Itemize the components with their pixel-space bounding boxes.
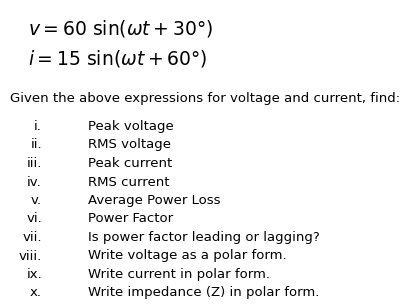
- Text: viii.: viii.: [19, 249, 42, 263]
- Text: Write voltage as a polar form.: Write voltage as a polar form.: [88, 249, 287, 263]
- Text: Is power factor leading or lagging?: Is power factor leading or lagging?: [88, 231, 320, 244]
- Text: ix.: ix.: [26, 268, 42, 281]
- Text: v.: v.: [31, 194, 42, 207]
- Text: i.: i.: [34, 120, 42, 133]
- Text: Average Power Loss: Average Power Loss: [88, 194, 220, 207]
- Text: iv.: iv.: [27, 176, 42, 188]
- Text: Peak voltage: Peak voltage: [88, 120, 174, 133]
- Text: $v = 60\ \sin(\omega t + 30°)$: $v = 60\ \sin(\omega t + 30°)$: [28, 18, 213, 39]
- Text: Write current in polar form.: Write current in polar form.: [88, 268, 270, 281]
- Text: Peak current: Peak current: [88, 157, 172, 170]
- Text: Given the above expressions for voltage and current, find:: Given the above expressions for voltage …: [10, 92, 400, 105]
- Text: x.: x.: [30, 286, 42, 300]
- Text: Power Factor: Power Factor: [88, 212, 173, 226]
- Text: vi.: vi.: [26, 212, 42, 226]
- Text: Write impedance (Z) in polar form.: Write impedance (Z) in polar form.: [88, 286, 319, 300]
- Text: RMS current: RMS current: [88, 176, 170, 188]
- Text: RMS voltage: RMS voltage: [88, 139, 171, 151]
- Text: $i = 15\ \sin(\omega t + 60°)$: $i = 15\ \sin(\omega t + 60°)$: [28, 48, 207, 69]
- Text: iii.: iii.: [27, 157, 42, 170]
- Text: vii.: vii.: [22, 231, 42, 244]
- Text: ii.: ii.: [30, 139, 42, 151]
